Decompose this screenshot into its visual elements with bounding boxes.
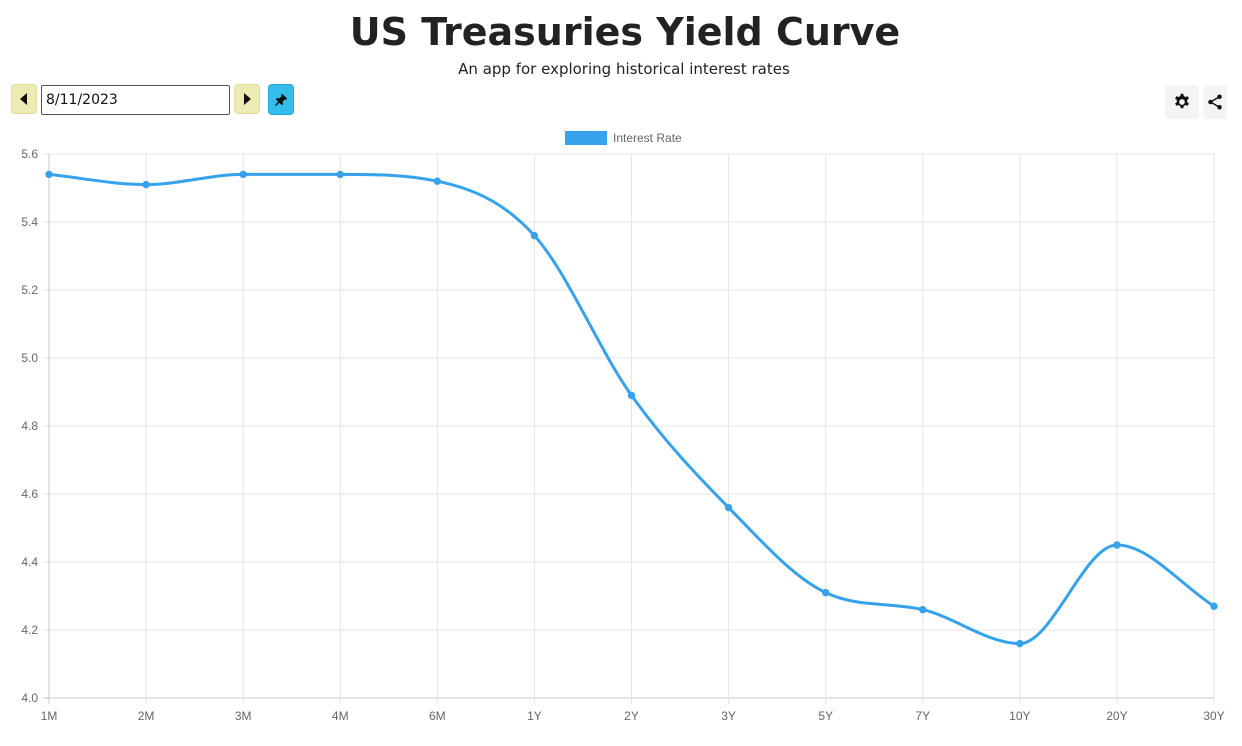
pin-button[interactable] <box>268 84 294 115</box>
data-point <box>919 605 927 614</box>
share-button[interactable] <box>1203 85 1227 119</box>
x-tick-label: 3M <box>235 709 252 723</box>
y-tick-label: 4.4 <box>21 555 38 569</box>
share-icon <box>1208 94 1222 110</box>
x-tick-label: 1Y <box>527 709 542 723</box>
x-tick-label: 20Y <box>1106 709 1127 723</box>
data-point <box>530 231 539 240</box>
yield-curve-chart: Interest Rate 4.0 4.2 4.4 4.6 4.8 5.0 5.2 5.4 5.… <box>21 131 1225 723</box>
chart-grid <box>43 153 1215 704</box>
page-subtitle: An app for exploring historical interest… <box>458 60 790 78</box>
x-tick-label: 2Y <box>624 709 639 723</box>
legend-label: Interest Rate <box>613 131 682 145</box>
x-tick-label: 4M <box>332 709 349 723</box>
x-tick-label: 1M <box>41 709 58 723</box>
y-tick-label: 5.0 <box>21 351 38 365</box>
chart-legend: Interest Rate <box>565 131 682 145</box>
data-point <box>627 391 636 400</box>
y-tick-label: 4.0 <box>21 691 38 705</box>
y-tick-label: 4.6 <box>21 487 38 501</box>
x-tick-label: 10Y <box>1009 709 1030 723</box>
pin-icon <box>274 93 288 106</box>
date-input[interactable] <box>41 85 230 115</box>
page-title: US Treasuries Yield Curve <box>349 10 901 54</box>
gear-icon <box>1175 93 1189 109</box>
data-point <box>336 170 344 179</box>
y-tick-label: 5.2 <box>21 283 38 297</box>
legend-swatch <box>565 131 607 145</box>
settings-button[interactable] <box>1165 85 1199 119</box>
data-point <box>724 503 733 512</box>
data-point <box>239 170 247 179</box>
x-tick-label: 6M <box>429 709 446 723</box>
data-point <box>1016 639 1024 648</box>
y-tick-label: 5.4 <box>21 215 38 229</box>
x-tick-label: 2M <box>138 709 155 723</box>
chart-axes: 4.0 4.2 4.4 4.6 4.8 5.0 5.2 5.4 5.6 1M 2M 3M 4M 6M 1Y 2… <box>21 147 1224 723</box>
data-point <box>45 170 53 179</box>
chart-series <box>45 170 1218 648</box>
data-point <box>433 177 442 185</box>
data-point <box>1113 541 1121 549</box>
next-date-button[interactable] <box>234 84 260 114</box>
previous-date-button[interactable] <box>11 84 37 114</box>
x-tick-label: 30Y <box>1203 709 1224 723</box>
y-tick-label: 4.8 <box>21 419 38 433</box>
data-point <box>821 588 830 597</box>
data-point <box>142 180 150 189</box>
x-tick-label: 7Y <box>915 709 930 723</box>
caret-left-icon <box>20 93 27 105</box>
caret-right-icon <box>244 93 251 105</box>
y-tick-label: 5.6 <box>21 147 38 161</box>
x-tick-label: 5Y <box>818 709 833 723</box>
x-tick-label: 3Y <box>721 709 736 723</box>
series-line <box>48 172 1215 646</box>
y-tick-label: 4.2 <box>21 623 38 637</box>
data-point <box>1210 602 1218 610</box>
